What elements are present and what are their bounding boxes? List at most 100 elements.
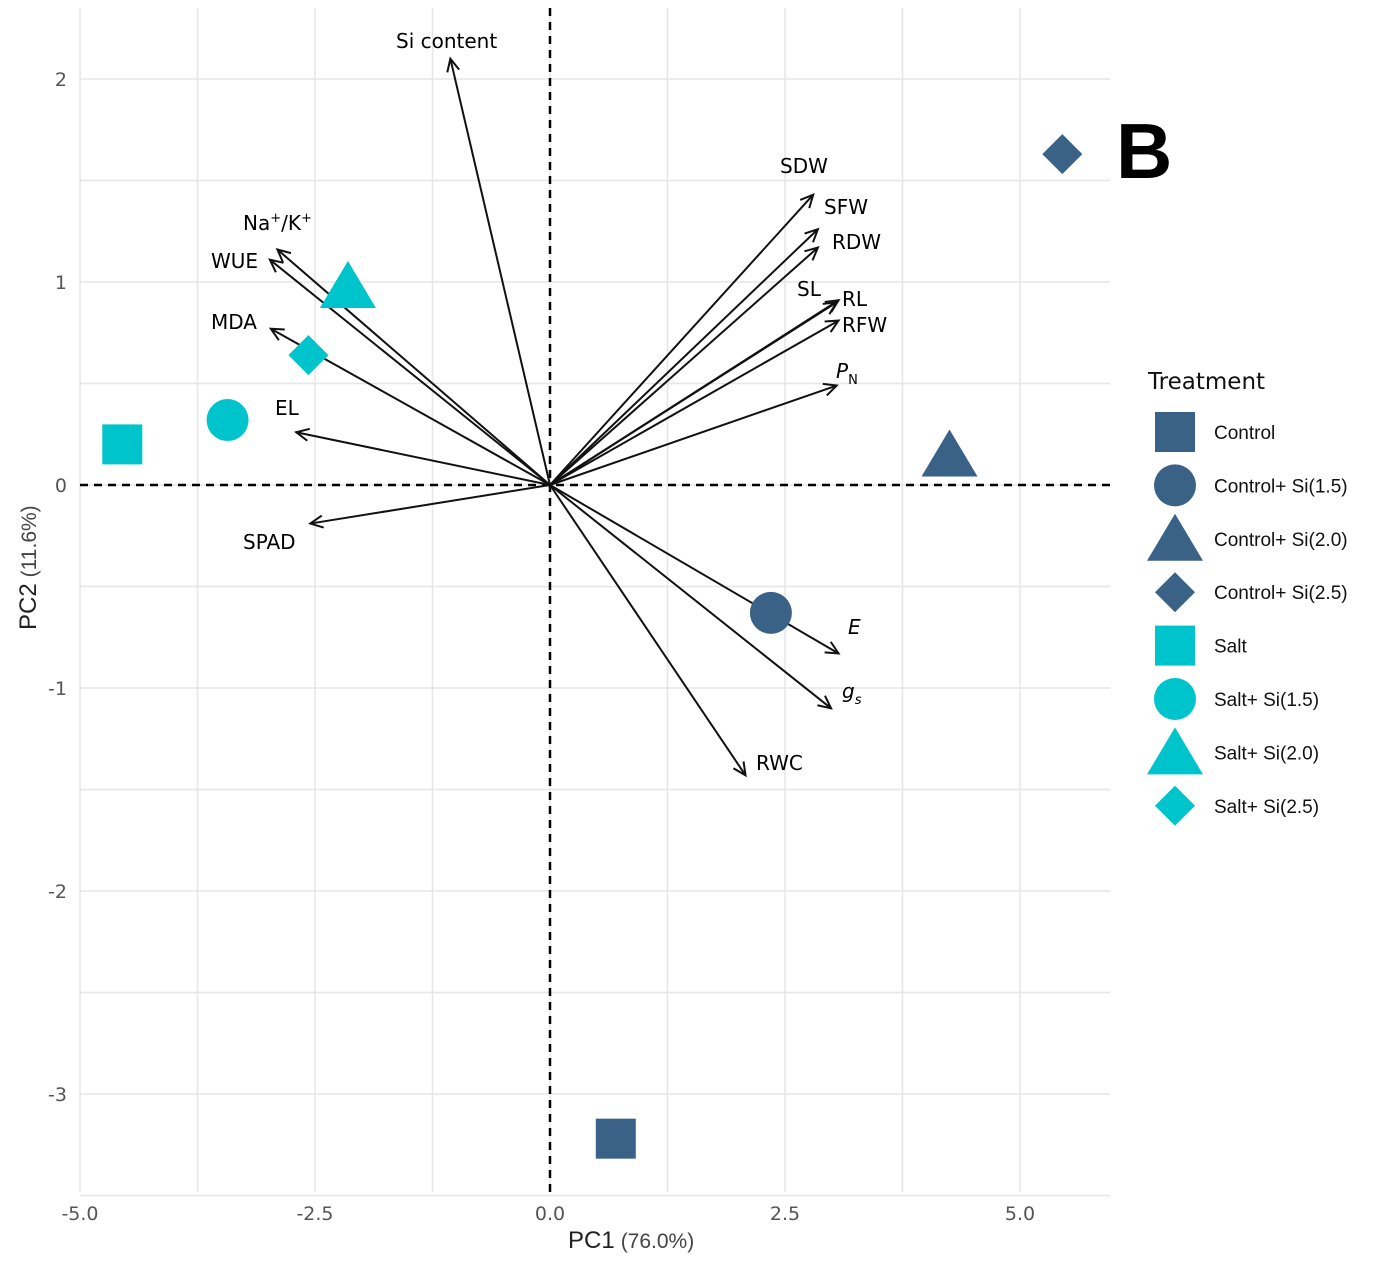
- x-axis-title: PC1 (76.0%): [568, 1227, 694, 1254]
- loading-label-rl: RL: [842, 287, 868, 311]
- loading-label-rwc: RWC: [756, 751, 803, 775]
- legend-entry: Control+ Si(2.0): [1147, 513, 1348, 561]
- loading-arrow: [549, 319, 841, 486]
- legend-title: Treatment: [1147, 369, 1265, 395]
- x-axis-title-main: PC1: [568, 1227, 615, 1254]
- loading-arrow-head: [268, 258, 284, 273]
- loading-arrow: [549, 227, 820, 486]
- loading-label-mda: MDA: [211, 310, 257, 334]
- legend-entry-label: Control+ Si(2.5): [1214, 583, 1348, 604]
- loading-label-na-k-sup2: +: [301, 211, 312, 226]
- loading-arrow: [549, 382, 839, 486]
- loading-arrow-head: [824, 641, 841, 655]
- loading-label-rfw: RFW: [842, 313, 887, 337]
- x-tick-label: -2.5: [296, 1203, 333, 1225]
- loading-label-na-k: Na+/K+: [243, 211, 312, 235]
- loading-arrow-head: [804, 245, 820, 261]
- loading-label-pn: PN: [836, 359, 858, 388]
- legend-key-diamond: [1155, 785, 1195, 826]
- y-tick-label: -2: [48, 881, 67, 903]
- loading-label-na-k-slash: /K: [281, 211, 302, 235]
- loading-label-sl: SL: [797, 277, 822, 301]
- x-tick-label: 2.5: [770, 1203, 800, 1225]
- legend-key-square: [1155, 412, 1195, 452]
- loading-arrow-head: [817, 695, 833, 710]
- legend-entry: Control+ Si(2.5): [1155, 572, 1348, 613]
- legend-key-triangle: [1147, 513, 1203, 561]
- loading-arrow-shaft: [549, 319, 840, 486]
- legend-key-square: [1155, 625, 1195, 666]
- legend-entry: Salt+ Si(2.0): [1147, 727, 1319, 775]
- loading-label-rdw: RDW: [832, 230, 881, 254]
- loading-arrow-shaft: [295, 431, 551, 486]
- x-axis-title-pct: (76.0%): [621, 1230, 695, 1253]
- y-tick-label: -3: [48, 1084, 67, 1106]
- treatment-points: [102, 134, 1083, 1159]
- loading-arrow: [268, 258, 551, 486]
- legend-key-circle: [1154, 678, 1196, 720]
- legend-entry: Salt+ Si(1.5): [1154, 678, 1319, 720]
- x-tick-label: 0.0: [535, 1203, 565, 1225]
- loading-label-gs-main: g: [842, 679, 855, 703]
- grid: [79, 8, 1110, 1197]
- loading-label-gs-sub: s: [855, 693, 862, 708]
- legend-entry: Control: [1155, 412, 1275, 452]
- loading-arrow-head: [275, 248, 292, 263]
- loading-arrow: [549, 484, 833, 710]
- loading-arrow-shaft: [449, 58, 551, 486]
- loading-arrow-head: [268, 327, 285, 341]
- data-point-diamond: [288, 335, 329, 376]
- legend-key-diamond: [1155, 572, 1195, 613]
- loading-arrow-head: [822, 382, 839, 397]
- legend-entry-label: Control: [1214, 423, 1275, 444]
- legend-entries: Control Control+ Si(1.5) Control+ Si(2.0) C…: [1147, 412, 1348, 826]
- loading-arrow: [293, 427, 551, 486]
- loading-arrow: [549, 484, 841, 655]
- loading-label-na-k-na: Na: [243, 211, 270, 235]
- reference-lines: [80, 8, 1110, 1192]
- loading-arrow-head: [824, 319, 841, 333]
- loading-arrow-shaft: [310, 484, 551, 525]
- panel-letter: B: [1116, 107, 1172, 195]
- loading-arrow-shaft: [549, 246, 819, 486]
- loading-label-pn-sub: N: [848, 373, 858, 388]
- legend-entry: Salt: [1155, 625, 1247, 666]
- loading-arrow-head: [799, 193, 815, 209]
- loading-arrow: [549, 484, 747, 778]
- loading-arrow: [446, 56, 551, 486]
- y-tick-label: 2: [55, 69, 67, 91]
- loading-arrow-shaft: [276, 248, 551, 486]
- loading-arrow-head: [732, 761, 747, 778]
- loading-arrow-shaft: [269, 258, 551, 486]
- loading-arrow-shaft: [549, 484, 832, 710]
- x-tick-label: -5.0: [61, 1203, 98, 1225]
- legend-key-circle: [1154, 464, 1196, 507]
- x-tick-label: 5.0: [1005, 1203, 1035, 1225]
- loading-label-e: E: [848, 615, 861, 639]
- loading-arrow-shaft: [549, 194, 814, 486]
- data-point-diamond: [1042, 134, 1083, 175]
- loading-arrow-shaft: [549, 228, 819, 486]
- y-tick-label: -1: [48, 678, 67, 700]
- loading-label-gs: gs: [842, 679, 862, 708]
- data-point-triangle: [921, 429, 978, 477]
- loading-arrow: [549, 193, 815, 486]
- loading-arrow-shaft: [549, 484, 840, 655]
- loading-arrows: [268, 56, 841, 778]
- data-point-square: [595, 1118, 636, 1159]
- loading-arrow-shaft: [549, 384, 838, 486]
- y-axis-title-main: PC2: [15, 583, 42, 630]
- legend-key-triangle: [1147, 727, 1203, 775]
- legend-entry: Salt+ Si(2.5): [1155, 785, 1319, 826]
- legend-entry-label: Salt+ Si(1.5): [1214, 690, 1319, 711]
- loading-arrow-head: [824, 299, 841, 313]
- data-point-square: [102, 424, 143, 465]
- loading-label-si-content: Si content: [396, 29, 497, 53]
- y-tick-label: 1: [55, 272, 67, 294]
- data-point-circle: [206, 399, 249, 442]
- loading-arrow: [549, 299, 841, 486]
- loading-arrow-head: [446, 56, 460, 73]
- loading-label-sfw: SFW: [824, 195, 868, 219]
